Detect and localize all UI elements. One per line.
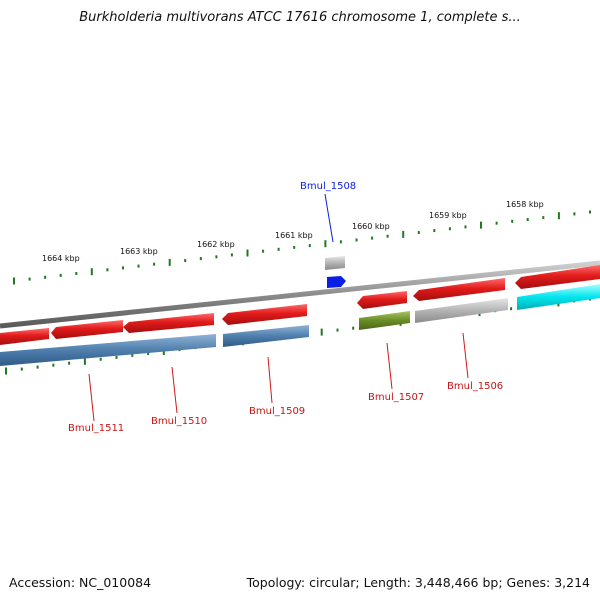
leader-line-bmul-1511 bbox=[88, 373, 95, 422]
chromosome-backbone bbox=[0, 260, 600, 329]
reverse-strand-genes bbox=[0, 284, 600, 366]
major-tick bbox=[557, 212, 560, 220]
gene-bar-green[interactable] bbox=[359, 311, 410, 330]
gene-arrow[interactable] bbox=[413, 278, 505, 301]
grey-feature[interactable] bbox=[325, 256, 345, 270]
outer-tick-ring bbox=[13, 210, 591, 285]
minor-tick bbox=[20, 367, 23, 371]
gene-leader-lines bbox=[88, 193, 469, 422]
major-tick bbox=[13, 277, 15, 285]
leader-line-bmul-1510 bbox=[171, 366, 178, 414]
minor-tick bbox=[526, 218, 529, 221]
minor-tick bbox=[99, 357, 102, 361]
gene-bmul-1508-features[interactable] bbox=[325, 256, 346, 288]
scale-label: 1659 kbp bbox=[429, 211, 467, 220]
scale-label: 1661 kbp bbox=[275, 231, 313, 240]
minor-tick bbox=[542, 216, 545, 220]
major-tick bbox=[402, 230, 405, 238]
scale-label: 1663 kbp bbox=[120, 247, 158, 256]
minor-tick bbox=[417, 231, 420, 234]
minor-tick bbox=[184, 259, 187, 262]
major-tick bbox=[480, 221, 482, 229]
topology-summary: Topology: circular; Length: 3,448,466 bp… bbox=[246, 575, 590, 590]
scale-label: 1664 kbp bbox=[42, 254, 80, 263]
minor-tick bbox=[106, 268, 109, 272]
map-title: Burkholderia multivorans ATCC 17616 chro… bbox=[79, 10, 521, 25]
gene-label-bmul-1507[interactable]: Bmul_1507 bbox=[368, 392, 424, 403]
gene-label-bmul-1506[interactable]: Bmul_1506 bbox=[447, 381, 503, 392]
gene-bar-blue[interactable] bbox=[223, 325, 309, 347]
minor-tick bbox=[589, 210, 591, 214]
gene-bar-cyan[interactable] bbox=[517, 284, 600, 310]
minor-tick bbox=[68, 361, 71, 365]
minor-tick bbox=[52, 363, 55, 367]
accession-text: Accession: NC_010084 bbox=[9, 575, 152, 590]
minor-tick bbox=[277, 247, 280, 251]
minor-tick bbox=[352, 326, 355, 330]
minor-tick bbox=[464, 225, 467, 229]
gene-arrow[interactable] bbox=[0, 328, 49, 345]
minor-tick bbox=[293, 245, 296, 249]
minor-tick bbox=[355, 238, 358, 242]
major-tick bbox=[324, 240, 327, 248]
minor-tick bbox=[495, 221, 498, 225]
minor-tick bbox=[131, 353, 134, 357]
minor-tick bbox=[44, 275, 47, 279]
gene-arrow[interactable] bbox=[51, 320, 123, 339]
minor-tick bbox=[336, 328, 339, 332]
minor-tick bbox=[147, 352, 150, 355]
minor-tick bbox=[371, 236, 374, 240]
minor-tick bbox=[215, 255, 218, 259]
forward-strand-genes bbox=[0, 265, 600, 345]
scale-label: 1660 kbp bbox=[352, 222, 390, 231]
minor-tick bbox=[28, 277, 31, 281]
gene-label-bmul-1509[interactable]: Bmul_1509 bbox=[249, 406, 305, 417]
gene-label-bmul-1508[interactable]: Bmul_1508 bbox=[300, 181, 356, 192]
leader-line-bmul-1506 bbox=[462, 332, 469, 379]
minor-tick bbox=[308, 244, 311, 248]
minor-tick bbox=[199, 257, 202, 261]
gene-bar-blue[interactable] bbox=[0, 334, 216, 366]
minor-tick bbox=[262, 249, 265, 253]
major-tick bbox=[168, 258, 171, 266]
highlight-gene-arrow[interactable] bbox=[327, 276, 346, 288]
minor-tick bbox=[511, 219, 514, 223]
scale-labels: 1664 kbp 1663 kbp 1662 kbp 1661 kbp 1660… bbox=[42, 200, 544, 263]
gene-arrow[interactable] bbox=[357, 291, 407, 309]
major-tick bbox=[246, 249, 249, 257]
minor-tick bbox=[75, 272, 78, 275]
minor-tick bbox=[230, 253, 233, 257]
scale-label: 1658 kbp bbox=[506, 200, 544, 209]
minor-tick bbox=[115, 355, 118, 359]
minor-tick bbox=[448, 227, 451, 231]
gene-arrow[interactable] bbox=[222, 304, 307, 325]
minor-tick bbox=[122, 266, 124, 270]
gene-arrow[interactable] bbox=[123, 313, 214, 333]
gene-arrow[interactable] bbox=[515, 265, 600, 289]
minor-tick bbox=[339, 240, 342, 244]
scale-label: 1662 kbp bbox=[197, 240, 235, 249]
major-tick bbox=[83, 357, 86, 365]
minor-tick bbox=[573, 212, 576, 216]
major-tick bbox=[5, 367, 7, 375]
minor-tick bbox=[386, 234, 389, 238]
minor-tick bbox=[137, 264, 140, 268]
leader-line-bmul-1509 bbox=[267, 356, 273, 404]
minor-tick bbox=[59, 273, 62, 277]
minor-tick bbox=[510, 307, 513, 311]
gene-bar-grey[interactable] bbox=[415, 298, 508, 323]
leader-line-bmul-1508 bbox=[324, 193, 334, 243]
minor-tick bbox=[433, 229, 436, 233]
gene-label-bmul-1511[interactable]: Bmul_1511 bbox=[68, 423, 124, 434]
minor-tick bbox=[36, 365, 39, 369]
major-tick bbox=[90, 268, 93, 276]
gene-labels: Bmul_1508 Bmul_1511 Bmul_1510 Bmul_1509 … bbox=[68, 181, 503, 434]
minor-tick bbox=[153, 262, 156, 266]
gene-label-bmul-1510[interactable]: Bmul_1510 bbox=[151, 416, 207, 427]
major-tick bbox=[320, 328, 323, 336]
leader-line-bmul-1507 bbox=[386, 342, 393, 390]
